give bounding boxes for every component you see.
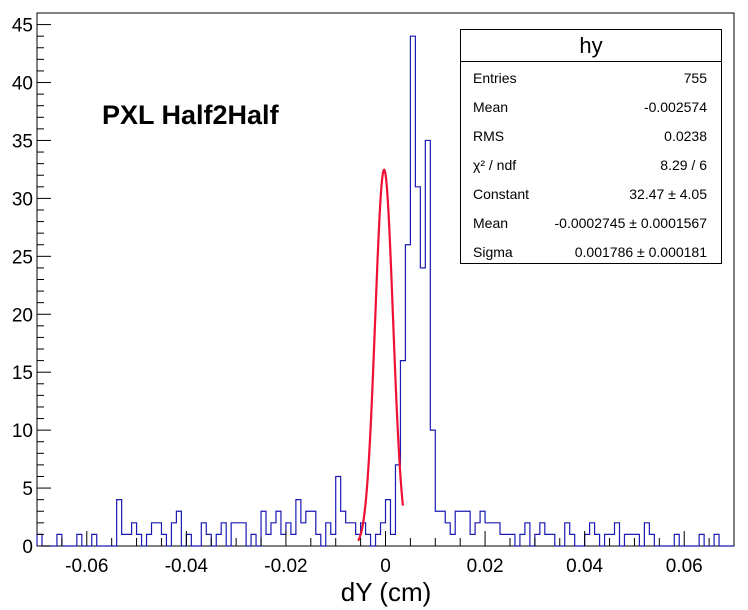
stats-row-fit-mean: Mean -0.0002745 ± 0.0001567 xyxy=(461,207,721,236)
stats-label: χ² / ndf xyxy=(473,157,517,173)
y-tick-label: 25 xyxy=(12,247,33,268)
x-tick-label: 0.02 xyxy=(467,556,504,577)
y-tick-label: 35 xyxy=(12,131,33,152)
stats-label: Sigma xyxy=(473,244,513,260)
stats-value: 755 xyxy=(683,70,707,86)
stats-value: 32.47 ± 4.05 xyxy=(629,186,707,202)
y-tick-label: 10 xyxy=(12,421,33,442)
histogram-series xyxy=(36,35,734,547)
stats-label: Constant xyxy=(473,186,530,202)
stats-row-mean: Mean -0.002574 xyxy=(461,91,721,120)
y-tick-label: 40 xyxy=(12,74,33,95)
stats-row-sigma: Sigma 0.001786 ± 0.000181 xyxy=(461,236,721,265)
y-tick-label: 0 xyxy=(22,537,33,558)
y-tick-label: 15 xyxy=(12,363,33,384)
y-tick-label: 20 xyxy=(12,305,33,326)
stats-row-constant: Constant 32.47 ± 4.05 xyxy=(461,178,721,207)
stats-row-rms: RMS 0.0238 xyxy=(461,120,721,149)
x-tick-label: -0.06 xyxy=(65,556,108,577)
stats-value: 0.0238 xyxy=(664,128,707,144)
stats-box: hy Entries 755 Mean -0.002574 RMS 0.0238 χ²… xyxy=(460,29,722,264)
chart-annotation: PXL Half2Half xyxy=(102,100,280,130)
stats-label: Entries xyxy=(473,70,517,86)
stats-label: Mean xyxy=(473,215,509,231)
x-tick-label: -0.04 xyxy=(165,556,209,577)
stats-value: -0.0002745 ± 0.0001567 xyxy=(554,215,707,231)
x-tick-label: -0.02 xyxy=(264,556,307,577)
y-tick-label: 45 xyxy=(12,16,33,37)
stats-row-chi2: χ² / ndf 8.29 / 6 xyxy=(461,149,721,178)
stats-value: -0.002574 xyxy=(643,99,707,115)
y-tick-label: 5 xyxy=(22,479,33,500)
y-tick-label: 30 xyxy=(12,189,33,210)
stats-label: RMS xyxy=(473,128,505,144)
x-tick-label: 0.06 xyxy=(666,556,703,577)
x-axis-title: dY (cm) xyxy=(341,577,432,607)
x-tick-label: 0 xyxy=(380,556,391,577)
x-tick-label: 0.04 xyxy=(566,556,603,577)
stats-value: 0.001786 ± 0.000181 xyxy=(574,244,707,260)
gaussian-fit-curve xyxy=(357,168,405,542)
stats-label: Mean xyxy=(473,99,509,115)
stats-row-entries: Entries 755 xyxy=(461,62,721,91)
stats-title: hy xyxy=(461,30,721,62)
stats-value: 8.29 / 6 xyxy=(660,157,707,173)
